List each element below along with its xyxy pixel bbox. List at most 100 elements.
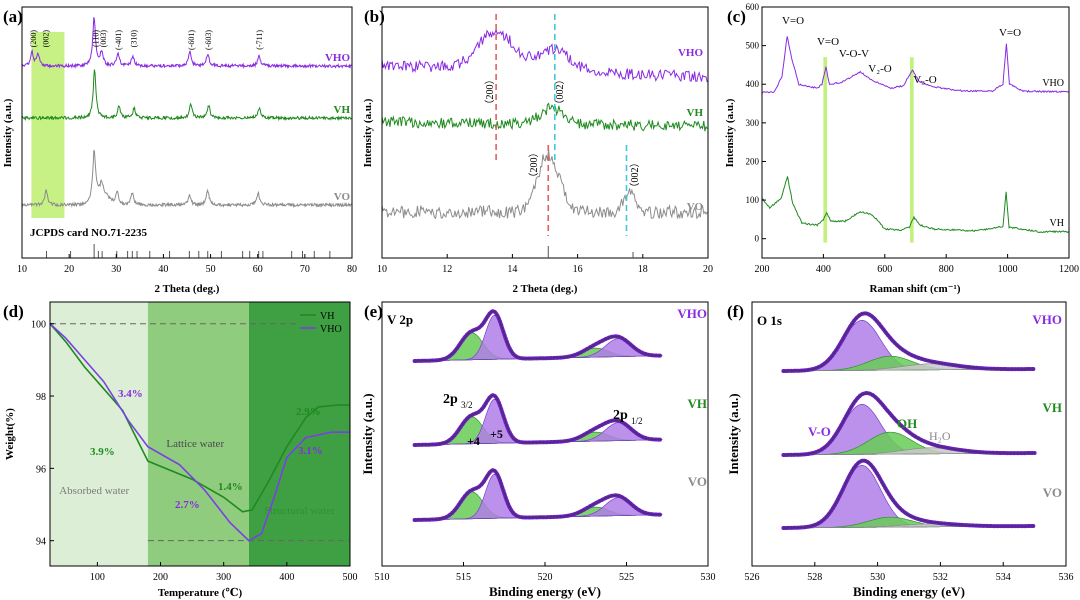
y-tick-label: 300 — [746, 118, 760, 128]
panel-label: (c) — [727, 7, 746, 26]
series-label-VO: VO — [687, 201, 704, 213]
spectrum-title: O 1s — [757, 313, 782, 328]
fit-component — [414, 422, 663, 446]
x-tick-label: 1200 — [1059, 264, 1079, 275]
series-label-VO: VO — [688, 474, 707, 489]
fit-component — [414, 497, 663, 521]
orbital-label: 3/2 — [461, 400, 473, 410]
x-tick-label: 500 — [343, 572, 358, 583]
peak-label: (110) — [92, 30, 101, 47]
series-label-VHO: VHO — [677, 306, 707, 321]
plot-frame — [21, 6, 353, 259]
fit-envelope — [414, 394, 661, 446]
x-tick-label: 16 — [573, 264, 583, 275]
peak-label: (-603) — [204, 30, 213, 50]
legend-label: VH — [320, 311, 334, 322]
series-line-VO — [381, 149, 708, 220]
fit-envelope — [783, 312, 1035, 372]
series-line-VHO — [21, 17, 352, 70]
series-line-VH — [49, 323, 350, 513]
series-line-VHO — [49, 323, 350, 542]
series-label-VHO: VHO — [678, 47, 704, 59]
region-label: Structural water — [264, 505, 335, 517]
peak-label: （200） — [528, 148, 540, 183]
x-tick-label: 532 — [933, 572, 948, 583]
x-axis-title: 2 Theta (deg.) — [513, 283, 578, 295]
peak-label: (-401) — [114, 30, 123, 50]
y-tick-label: 200 — [746, 156, 760, 166]
x-tick-label: 20 — [703, 264, 713, 275]
series-line-VH — [761, 176, 1070, 234]
peak-annotation: V₃-O — [913, 74, 936, 86]
raw-data-points — [781, 458, 1037, 530]
y-tick-label: 400 — [746, 79, 760, 89]
y-tick-label: 500 — [746, 41, 760, 51]
component-label: +4 — [467, 434, 480, 448]
y-axis-title: Intensity (a.u.) — [362, 98, 374, 167]
spectrum-title: V 2p — [387, 312, 413, 327]
x-tick-label: 300 — [216, 572, 231, 583]
legend-box — [296, 307, 348, 337]
y-axis-title: Intensity (a.u.) — [726, 393, 741, 474]
panel-label: (e) — [364, 302, 383, 321]
plot-frame — [751, 301, 1067, 567]
y-axis-title: Intensity (a.u.) — [2, 98, 14, 167]
component-label: V-O — [808, 424, 831, 439]
y-tick-label: 100 — [746, 195, 760, 205]
x-tick-label: 100 — [90, 572, 105, 583]
peak-label: (003) — [99, 30, 108, 48]
series-label-VHO: VHO — [1032, 312, 1062, 327]
x-tick-label: 30 — [111, 264, 121, 275]
percent-annotation: 2.7% — [175, 499, 200, 511]
region-label: Absorbed water — [59, 485, 129, 497]
y-axis-title: Weight(%) — [4, 408, 16, 460]
x-tick-label: 20 — [64, 264, 74, 275]
x-tick-label: 520 — [538, 572, 553, 583]
x-tick-label: 536 — [1059, 572, 1074, 583]
y-tick-label: 96 — [36, 464, 46, 475]
x-tick-label: 528 — [807, 572, 822, 583]
peak-label: (002) — [42, 30, 51, 48]
x-axis-title: 2 Theta (deg.) — [155, 283, 220, 295]
percent-annotation: 2.9% — [296, 406, 321, 418]
x-tick-label: 515 — [456, 572, 471, 583]
component-label: +5 — [490, 427, 503, 441]
peak-annotation: V=O — [999, 27, 1021, 39]
x-tick-label: 525 — [619, 572, 634, 583]
region-band — [50, 302, 148, 566]
fit-component — [783, 465, 1035, 529]
series-label-VHO: VHO — [1042, 78, 1064, 89]
x-tick-label: 200 — [153, 572, 168, 583]
highlight-band — [31, 32, 65, 218]
y-tick-label: 98 — [36, 392, 46, 403]
x-tick-label: 12 — [442, 264, 452, 275]
peak-label: (310) — [129, 30, 138, 48]
fit-envelope — [783, 392, 1035, 456]
peak-label: (-601) — [187, 30, 196, 50]
series-line-VHO — [381, 28, 708, 83]
orbital-label: 1/2 — [631, 416, 643, 426]
region-label: Lattice water — [166, 438, 224, 450]
peak-label: （002） — [629, 158, 641, 193]
panel-label: (a) — [3, 7, 23, 26]
x-tick-label: 526 — [745, 572, 760, 583]
x-tick-label: 18 — [638, 264, 648, 275]
component-label: OH — [897, 416, 917, 431]
percent-annotation: 3.4% — [118, 388, 143, 400]
y-tick-label: 100 — [31, 320, 46, 331]
series-label-VH: VH — [334, 104, 351, 116]
series-line-VH — [381, 102, 708, 132]
region-band — [147, 302, 249, 566]
fit-envelope — [414, 310, 661, 362]
x-tick-label: 400 — [279, 572, 294, 583]
series-label-VH: VH — [688, 396, 708, 411]
legend-label: VHO — [320, 324, 342, 335]
x-tick-label: 70 — [300, 264, 310, 275]
panel-label: (d) — [3, 302, 24, 321]
series-label-VH: VH — [1050, 218, 1064, 229]
x-tick-label: 1000 — [998, 264, 1018, 275]
reference-card-label: JCPDS card NO.71-2235 — [30, 227, 148, 239]
x-tick-label: 530 — [870, 572, 885, 583]
y-tick-label: 0 — [755, 234, 760, 244]
plot-frame — [381, 6, 709, 259]
